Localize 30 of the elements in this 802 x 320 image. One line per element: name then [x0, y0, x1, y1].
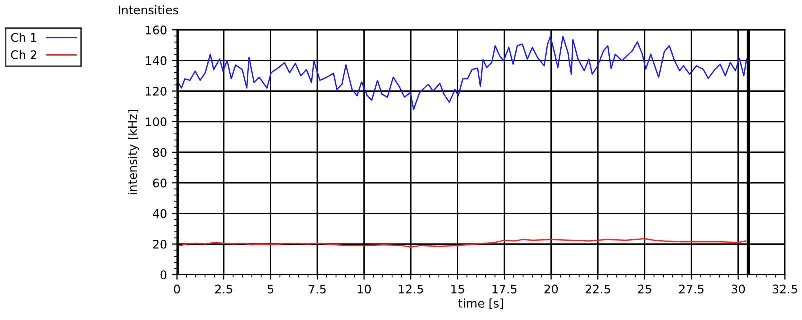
- y-tick-label: 20: [153, 240, 167, 249]
- y-tick-label: 0: [160, 270, 167, 280]
- y-tick-label: 120: [146, 87, 167, 96]
- x-tick-label: 10: [358, 284, 372, 294]
- x-tick-label: 0: [174, 284, 180, 294]
- y-tick-label: 60: [153, 178, 167, 188]
- x-tick-label: 17.5: [492, 284, 517, 294]
- x-tick-label: 32.5: [772, 284, 798, 294]
- x-tick-label: 30: [732, 284, 746, 294]
- y-tick-label: 140: [146, 56, 167, 66]
- x-tick-label: 12.5: [399, 284, 424, 294]
- x-tick-label: 27.5: [679, 284, 704, 294]
- x-tick-label: 7.5: [309, 284, 326, 294]
- y-tick-label: 40: [153, 209, 167, 218]
- x-axis-title: time [s]: [458, 298, 504, 310]
- x-tick-label: 22.5: [586, 284, 610, 294]
- chart-title: Intensities: [119, 5, 178, 15]
- legend-label: Ch 2: [11, 50, 36, 60]
- y-tick-label: 100: [146, 118, 167, 127]
- x-tick-label: 2.5: [215, 284, 232, 294]
- y-axis-title: intensity [kHz]: [128, 110, 140, 194]
- y-tick-label: 160: [146, 26, 167, 35]
- legend-label: Ch 1: [11, 33, 37, 42]
- line-series: [177, 238, 746, 248]
- x-tick-label: 15: [452, 284, 464, 294]
- line-series: [178, 36, 748, 110]
- x-tick-label: 5: [268, 284, 274, 294]
- y-tick-label: 80: [153, 148, 167, 158]
- x-tick-label: 20: [544, 284, 558, 294]
- x-tick-label: 25: [638, 284, 652, 294]
